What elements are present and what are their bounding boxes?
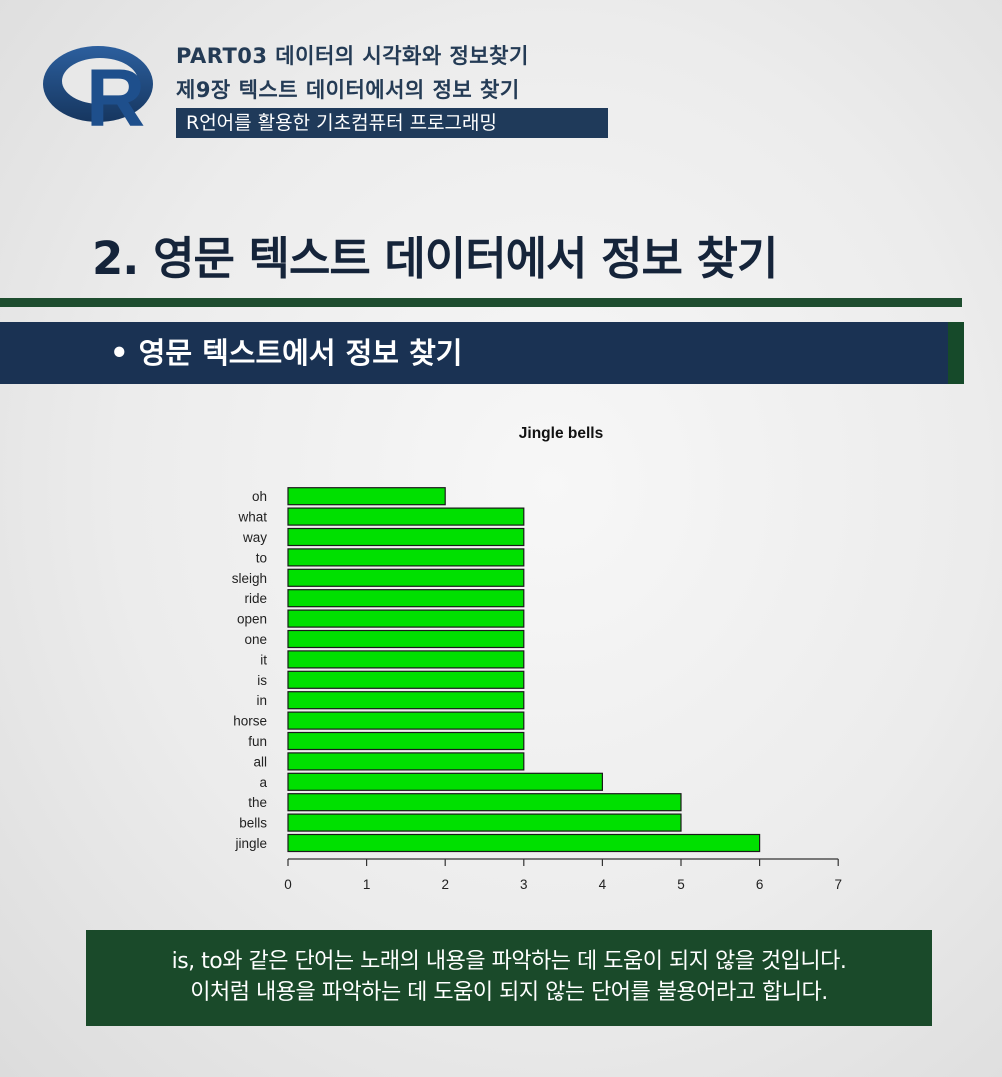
category-label-jingle: jingle	[234, 836, 267, 851]
category-label-to: to	[256, 550, 267, 565]
category-label-way: way	[242, 530, 267, 545]
bar-in	[287, 691, 525, 710]
x-tick-label-2: 2	[441, 877, 449, 892]
chart-title: Jingle bells	[519, 425, 603, 442]
bar-one	[287, 629, 525, 649]
part-heading: PART03 데이터의 시각화와 정보찾기	[176, 44, 529, 68]
course-name-badge: R언어를 활용한 기초컴퓨터 프로그래밍	[176, 108, 608, 138]
caption-line-2: 이처럼 내용을 파악하는 데 도움이 되지 않는 단어를 불용어라고 합니다.	[190, 980, 828, 1005]
category-label-is: is	[257, 673, 267, 688]
section-title-text: 영문 텍스트에서 정보 찾기	[138, 336, 463, 370]
title-divider	[0, 298, 962, 307]
section-title: • 영문 텍스트에서 정보 찾기	[110, 322, 462, 384]
x-tick-label-0: 0	[284, 877, 292, 892]
category-label-a: a	[259, 775, 267, 790]
caption-box: is, to와 같은 단어는 노래의 내용을 파악하는 데 도움이 되지 않을 …	[86, 930, 932, 1026]
r-logo: R	[43, 46, 153, 135]
category-label-sleigh: sleigh	[232, 571, 267, 586]
category-label-what: what	[237, 510, 267, 525]
x-tick-label-3: 3	[520, 877, 528, 892]
category-label-bells: bells	[239, 816, 267, 831]
x-tick-label-1: 1	[363, 877, 371, 892]
bar-it	[287, 650, 525, 669]
section-band: • 영문 텍스트에서 정보 찾기	[0, 322, 964, 384]
bar-fun	[287, 731, 525, 751]
bar-what	[287, 507, 525, 526]
bar-bells	[287, 813, 682, 832]
bar-a	[287, 772, 603, 791]
logo-letter: R	[86, 53, 145, 135]
x-tick-label-7: 7	[834, 877, 842, 892]
bar-all	[287, 752, 525, 771]
bar-ride	[287, 589, 525, 608]
x-tick-label-4: 4	[599, 877, 607, 892]
chapter-heading: 제9장 텍스트 데이터에서의 정보 찾기	[176, 78, 520, 102]
bar-oh	[287, 487, 446, 506]
x-tick-label-6: 6	[756, 877, 764, 892]
category-label-all: all	[253, 754, 267, 769]
bar-horse	[287, 711, 525, 730]
category-label-horse: horse	[233, 714, 267, 729]
caption-line-1: is, to와 같은 단어는 노래의 내용을 파악하는 데 도움이 되지 않을 …	[171, 949, 847, 974]
bar-to	[287, 548, 525, 567]
category-label-the: the	[248, 795, 267, 810]
category-label-fun: fun	[248, 734, 267, 749]
bar-jingle	[287, 833, 761, 853]
category-label-ride: ride	[244, 591, 267, 606]
page-title: 2. 영문 텍스트 데이터에서 정보 찾기	[92, 232, 778, 285]
bar-sleigh	[287, 568, 525, 587]
category-label-one: one	[244, 632, 267, 647]
category-label-open: open	[237, 612, 267, 627]
bar-the	[287, 793, 682, 812]
category-label-in: in	[256, 693, 267, 708]
x-tick-label-5: 5	[677, 877, 685, 892]
bar-is	[287, 670, 525, 689]
category-label-oh: oh	[252, 489, 267, 504]
word-frequency-bar-chart: Jingle bells jingle bells the a all fun horse i…	[232, 425, 842, 892]
section-bullet: •	[110, 336, 129, 370]
category-label-it: it	[260, 652, 267, 667]
bar-way	[287, 527, 525, 547]
bar-open	[287, 609, 525, 628]
